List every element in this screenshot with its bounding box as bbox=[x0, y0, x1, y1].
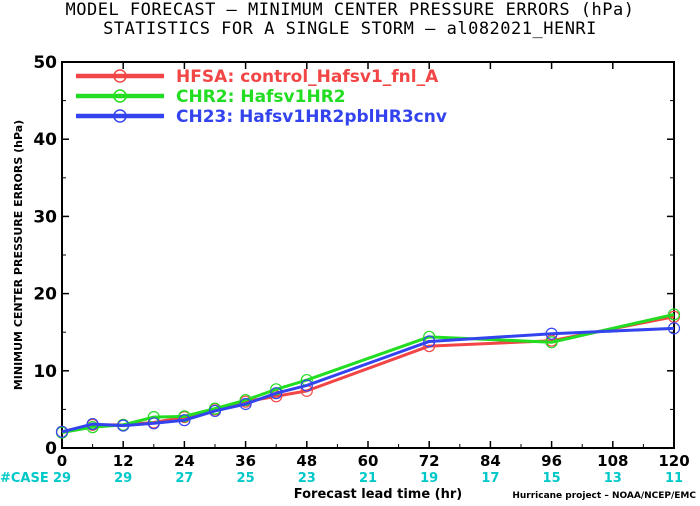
x-tick-label: 48 bbox=[296, 452, 317, 470]
case-count: 17 bbox=[481, 471, 499, 486]
legend-marker bbox=[113, 89, 127, 103]
y-tick-label: 0 bbox=[45, 439, 57, 459]
data-point bbox=[86, 421, 99, 434]
data-point bbox=[117, 419, 130, 432]
x-tick-label: 0 bbox=[57, 452, 67, 470]
x-tick-label: 60 bbox=[358, 452, 379, 470]
legend-entry-3: CH23: Hafsv1HR2pblHR3cnv bbox=[76, 107, 447, 127]
data-point bbox=[86, 417, 99, 431]
data-point bbox=[147, 417, 160, 430]
x-tick-label: 12 bbox=[113, 452, 134, 470]
legend-label: CH23: Hafsv1HR2pblHR3cnv bbox=[176, 107, 447, 127]
legend-marker bbox=[113, 109, 127, 123]
data-point bbox=[178, 410, 191, 423]
x-tick-label: 24 bbox=[174, 452, 195, 470]
x-tick-label: 108 bbox=[597, 452, 628, 470]
case-count: 13 bbox=[604, 471, 622, 486]
y-tick-label: 50 bbox=[33, 53, 57, 73]
legend-label: CHR2: Hafsv1HR2 bbox=[176, 87, 346, 107]
case-count: 19 bbox=[420, 471, 438, 486]
data-point bbox=[55, 425, 69, 438]
x-tick-label: 120 bbox=[658, 452, 689, 470]
y-tick-label: 20 bbox=[33, 285, 57, 305]
data-point bbox=[239, 397, 252, 411]
data-point bbox=[667, 322, 681, 335]
data-point bbox=[270, 387, 283, 400]
data-point bbox=[300, 379, 313, 392]
case-count: 11 bbox=[665, 471, 683, 486]
case-count: 21 bbox=[359, 471, 377, 486]
x-tick-label: 36 bbox=[235, 452, 256, 470]
y-axis-label: MINIMUM CENTER PRESSURE ERRORS (hPa) bbox=[12, 120, 25, 390]
legend-entry-1: HFSA: control_Hafsv1_fnl_A bbox=[76, 67, 439, 87]
x-tick-label: 96 bbox=[541, 452, 562, 470]
data-point bbox=[208, 404, 222, 418]
series-3 bbox=[55, 322, 681, 438]
legend-label: HFSA: control_Hafsv1_fnl_A bbox=[176, 67, 439, 87]
y-tick-label: 40 bbox=[33, 130, 57, 150]
chart-title-line1: MODEL FORECAST – MINIMUM CENTER PRESSURE… bbox=[65, 0, 635, 20]
case-count: 29 bbox=[53, 471, 71, 486]
case-count: 25 bbox=[237, 471, 255, 486]
x-axis-label: Forecast lead time (hr) bbox=[294, 487, 462, 502]
case-label: #CASE bbox=[0, 471, 49, 486]
x-tick-label: 72 bbox=[419, 452, 440, 470]
case-count: 15 bbox=[543, 471, 561, 486]
x-tick-label: 84 bbox=[480, 452, 501, 470]
data-point bbox=[423, 335, 436, 348]
y-tick-label: 10 bbox=[33, 362, 57, 382]
credit-text: Hurricane project – NOAA/NCEP/EMC bbox=[512, 491, 696, 501]
case-count: 23 bbox=[298, 471, 316, 486]
data-point bbox=[270, 383, 283, 396]
data-point bbox=[178, 414, 191, 427]
data-point bbox=[239, 394, 252, 407]
data-point bbox=[545, 336, 558, 349]
legend-entry-2: CHR2: Hafsv1HR2 bbox=[76, 87, 346, 107]
y-tick-label: 30 bbox=[33, 207, 57, 227]
chart-title-line2: STATISTICS FOR A SINGLE STORM – al082021… bbox=[103, 19, 597, 39]
legend-marker bbox=[113, 69, 127, 83]
data-point bbox=[545, 327, 558, 340]
data-point bbox=[667, 308, 681, 321]
case-count: 27 bbox=[175, 471, 193, 486]
case-count: 29 bbox=[114, 471, 132, 486]
